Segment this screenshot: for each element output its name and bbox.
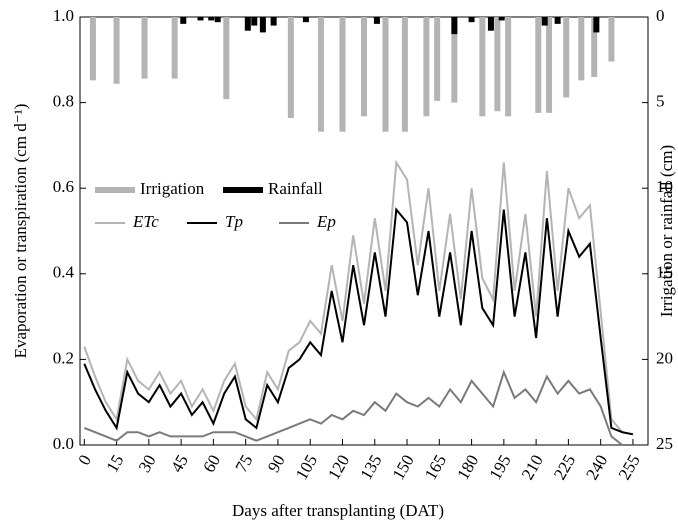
- y2-tick-label: 5: [656, 92, 665, 111]
- y-tick-label: 0.4: [53, 263, 75, 282]
- legend-label: Ep: [316, 212, 336, 231]
- bar: [339, 17, 346, 132]
- legend-label: Rainfall: [268, 179, 323, 198]
- x-tick-label: 225: [550, 451, 579, 483]
- x-tick-label: 150: [389, 451, 418, 483]
- x-tick-label: 0: [74, 451, 95, 468]
- bar: [593, 17, 600, 33]
- x-tick-label: 15: [102, 451, 127, 475]
- y-tick-label: 0.0: [53, 434, 74, 453]
- x-tick-label: 75: [232, 451, 257, 475]
- bar: [270, 17, 277, 26]
- bar: [113, 17, 120, 84]
- bar: [251, 17, 258, 26]
- bar: [382, 17, 389, 132]
- x-axis-label: Days after transplanting (DAT): [232, 501, 444, 520]
- x-tick-label: 165: [421, 451, 450, 483]
- bar: [546, 17, 553, 113]
- bar: [141, 17, 148, 79]
- legend-label: Irrigation: [140, 179, 205, 198]
- line: [83, 159, 634, 436]
- y2-tick-label: 10: [656, 177, 673, 196]
- x-tick-label: 210: [518, 451, 547, 483]
- bar: [259, 17, 266, 33]
- bar: [487, 17, 494, 31]
- x-tick-label: 195: [485, 451, 514, 483]
- x-tick-label: 255: [615, 451, 644, 483]
- bar: [498, 17, 505, 21]
- bar: [505, 17, 512, 117]
- x-tick-label: 90: [264, 451, 289, 475]
- bar: [468, 17, 475, 23]
- bar: [423, 17, 430, 117]
- x-tick-label: 105: [292, 451, 321, 483]
- y-axis-label: Evaporation or transpiration (cm d⁻¹): [11, 104, 30, 359]
- bar: [171, 17, 178, 79]
- bar: [563, 17, 570, 98]
- x-tick-label: 240: [582, 451, 611, 483]
- bar: [244, 17, 251, 31]
- bar: [535, 17, 542, 113]
- bar: [302, 17, 309, 23]
- x-tick-label: 60: [199, 451, 224, 475]
- bar: [197, 17, 204, 21]
- bar: [578, 17, 585, 81]
- bar: [180, 17, 187, 24]
- bar: [317, 17, 324, 132]
- bar: [494, 17, 501, 112]
- bar: [541, 17, 548, 26]
- x-tick-label: 120: [324, 451, 353, 483]
- legend-label: Tp: [225, 212, 243, 231]
- y2-tick-label: 20: [656, 348, 673, 367]
- line: [83, 369, 633, 446]
- legend-label: ETc: [132, 212, 159, 231]
- bar: [434, 17, 441, 101]
- bar: [287, 17, 294, 119]
- y-tick-label: 0.2: [53, 348, 74, 367]
- bar: [223, 17, 230, 100]
- bar: [479, 17, 486, 117]
- bar: [373, 17, 380, 24]
- y2-tick-label: 0: [656, 6, 665, 25]
- bar: [208, 17, 215, 21]
- y2-tick-label: 25: [656, 434, 673, 453]
- bar: [608, 17, 615, 62]
- y2-tick-label: 15: [656, 263, 673, 282]
- x-tick-label: 135: [356, 451, 385, 483]
- bar: [214, 17, 221, 23]
- x-tick-label: 180: [453, 451, 482, 483]
- line: [83, 207, 634, 436]
- bar: [401, 17, 408, 132]
- y-tick-label: 0.8: [53, 92, 74, 111]
- bar: [361, 17, 367, 117]
- bar: [451, 17, 458, 35]
- bar: [591, 17, 598, 77]
- bar: [89, 17, 96, 81]
- y-tick-label: 0.6: [53, 177, 74, 196]
- y2-axis-label: Irrigation or rainfall (cm): [657, 145, 676, 317]
- x-tick-label: 45: [167, 451, 192, 475]
- bar: [451, 17, 458, 103]
- bar: [554, 17, 561, 24]
- y-tick-label: 1.0: [53, 6, 74, 25]
- x-tick-label: 30: [135, 451, 160, 475]
